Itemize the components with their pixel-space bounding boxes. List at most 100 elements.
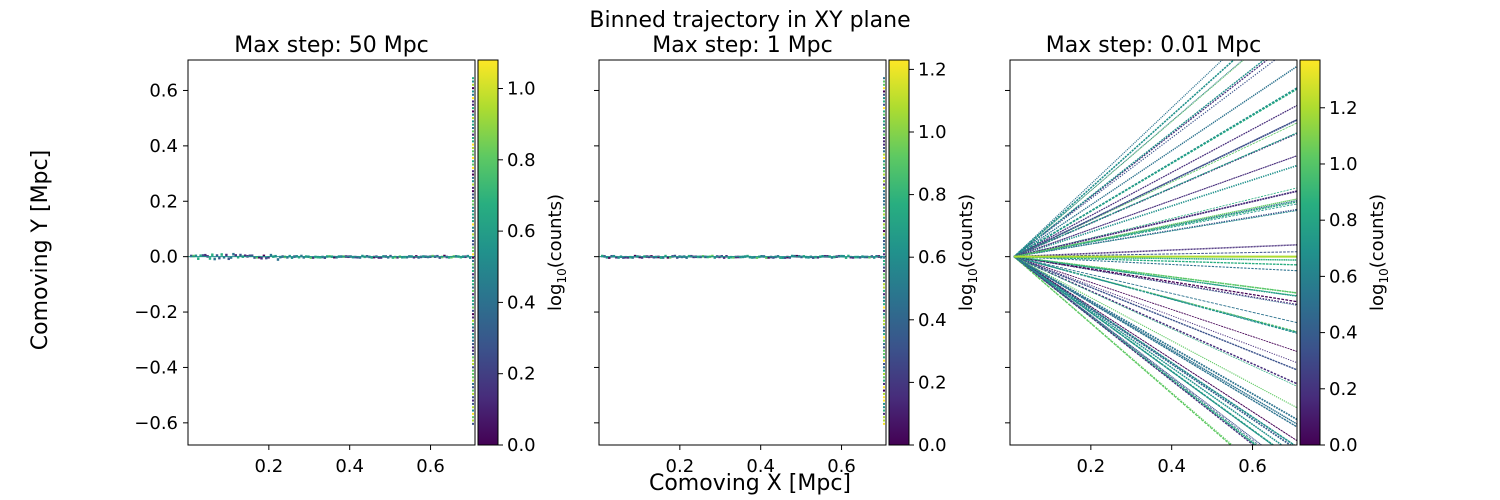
trajectory-ray: [1013, 256, 1297, 297]
heatmap-cell: [883, 150, 885, 153]
heatmap-cell: [844, 256, 848, 259]
heatmap-cell: [403, 255, 406, 259]
heatmap-cell: [197, 257, 200, 260]
trajectory-ray: [1013, 256, 1274, 445]
heatmap-cell: [472, 163, 474, 166]
heatmap-cell: [204, 253, 207, 257]
heatmap-cell: [883, 329, 885, 332]
heatmap-cell: [883, 133, 885, 136]
heatmap-cell: [765, 256, 768, 259]
heatmap-cell: [302, 256, 305, 259]
heatmap-cell: [472, 130, 474, 133]
heatmap-cell: [883, 382, 885, 385]
heatmap-cell: [472, 276, 474, 279]
heatmap-cell: [788, 256, 791, 259]
heatmap-cell: [883, 269, 885, 272]
heatmap-cell: [622, 256, 625, 259]
trajectory-ray: [1013, 60, 1276, 258]
heatmap-cell: [883, 359, 885, 362]
heatmap-cell: [316, 255, 320, 259]
trajectory-ray: [1013, 256, 1297, 371]
heatmap-cell: [472, 406, 474, 409]
heatmap-cell: [211, 253, 214, 257]
colorbar-label-1: log10(counts): [545, 194, 569, 311]
trajectory-ray: [1013, 119, 1297, 258]
colorbar-tick-label: 0.8: [1329, 210, 1358, 231]
heatmap-cell: [883, 392, 885, 395]
trajectory-ray: [1013, 256, 1260, 445]
heatmap-cell: [239, 253, 242, 257]
heatmap-cell: [830, 256, 834, 259]
heatmap-cell: [883, 146, 885, 149]
x-tick-label: 0.2: [255, 456, 284, 477]
heatmap-cell: [443, 254, 446, 258]
colorbar-tick-label: 0.0: [918, 435, 947, 456]
heatmap-cell: [472, 289, 474, 292]
colorbar-tick-label: 0.6: [1329, 266, 1358, 287]
heatmap-cell: [309, 256, 312, 259]
heatmap-cell: [883, 97, 885, 100]
heatmap-cell: [883, 353, 885, 356]
heatmap-cell: [883, 386, 885, 389]
heatmap-cell: [472, 319, 474, 322]
heatmap-cell: [472, 269, 474, 272]
colorbar-tick-label: 1.0: [918, 122, 947, 143]
colorbar-tick-label: 1.2: [1329, 98, 1358, 119]
heatmap-cell: [755, 256, 759, 259]
heatmap-cell: [472, 220, 474, 223]
heatmap-cell: [472, 369, 474, 372]
heatmap-cell: [472, 123, 474, 126]
heatmap-cell: [883, 316, 885, 319]
heatmap-cell: [215, 254, 219, 257]
heatmap-cell: [472, 87, 474, 90]
heatmap-cell: [883, 323, 885, 326]
heatmap-cell: [883, 117, 885, 120]
heatmap-cell: [883, 419, 885, 422]
heatmap-cell: [883, 303, 885, 306]
heatmap-cell: [472, 256, 474, 259]
heatmap-cell: [883, 87, 885, 90]
trajectory-ray: [1013, 256, 1284, 445]
heatmap-cell: [883, 190, 885, 193]
colorbar-tick-label: 0.8: [918, 185, 947, 206]
heatmap-cell: [661, 256, 665, 259]
heatmap-cell: [194, 254, 198, 258]
trajectory-ray: [1013, 256, 1255, 445]
heatmap-cell: [472, 402, 474, 405]
colorbar-tick-label: 0.6: [507, 221, 536, 242]
heatmap-cell: [868, 255, 871, 259]
heatmap-cell: [883, 173, 885, 176]
heatmap-cell: [883, 326, 885, 329]
heatmap-cell: [676, 256, 679, 259]
heatmap-cell: [883, 343, 885, 346]
y-tick-label: 0.0: [149, 247, 178, 268]
heatmap-cell: [323, 256, 327, 259]
heatmap-cell: [669, 256, 672, 259]
heatmap-cell: [472, 97, 474, 100]
heatmap-cell: [300, 254, 303, 258]
heatmap-cell: [883, 83, 885, 86]
heatmap-cell: [883, 379, 885, 382]
axes-frame-2: [598, 59, 887, 446]
heatmap-cell: [729, 255, 733, 259]
heatmap-cell: [472, 190, 474, 193]
heatmap-cell: [883, 402, 885, 405]
heatmap-cell: [883, 236, 885, 239]
colorbar-tick-label: 0.0: [507, 435, 536, 456]
trajectory-ray: [1013, 256, 1297, 303]
heatmap-cell: [472, 230, 474, 233]
heatmap-cell: [472, 137, 474, 139]
heatmap-cells-3: [1013, 60, 1297, 445]
heatmap-cell: [472, 176, 474, 179]
heatmap-cell: [608, 256, 611, 259]
heatmap-cell: [267, 256, 270, 259]
colorbar-label-suffix: (counts): [545, 194, 566, 268]
heatmap-cell: [472, 113, 474, 116]
heatmap-cell: [883, 213, 885, 216]
heatmap-cell: [243, 254, 247, 258]
heatmap-cell: [472, 117, 474, 120]
heatmap-cell: [199, 254, 202, 257]
heatmap-cell: [472, 183, 474, 186]
heatmap-cell: [472, 133, 474, 136]
